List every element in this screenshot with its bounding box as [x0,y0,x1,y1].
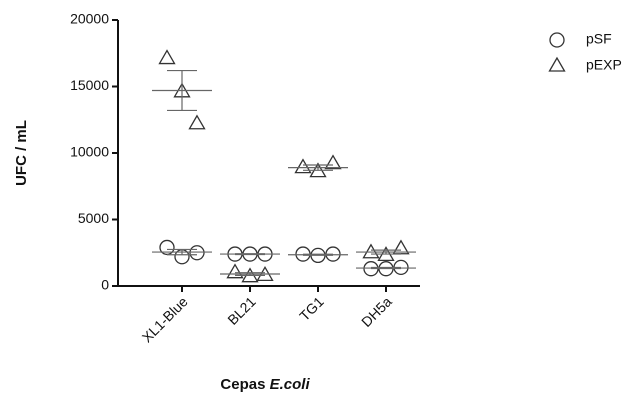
data-point [188,114,206,130]
error-bar [371,249,401,255]
legend-marker [549,32,565,48]
y-tick-label: 10000 [70,144,109,160]
x-axis-label-italic: E.coli [270,376,311,393]
y-tick-label: 20000 [70,11,109,27]
x-axis-label-text: Cepas [220,376,265,393]
y-tick-label: 0 [101,277,109,293]
error-bar [235,253,265,256]
data-point [294,158,312,174]
y-tick-label: 15000 [70,77,109,93]
data-point [158,49,176,65]
x-axis-label: Cepas E.coli [220,376,310,393]
error-bar [235,272,265,276]
data-point [324,154,342,170]
y-axis-label: UFC / mL [13,120,30,186]
data-point [189,245,205,261]
error-bar [167,69,197,112]
error-bar [303,164,333,171]
y-tick-label: 5000 [78,210,109,226]
data-point [362,243,380,259]
error-bar [371,266,401,270]
error-bar [303,253,333,256]
legend-label: pSF [586,31,612,47]
legend-label: pEXP [586,57,622,73]
x-tick-label: DH5a [358,293,395,330]
x-tick-label: TG1 [296,293,327,324]
x-tick-label: XL1-Blue [139,293,191,345]
x-tick-label: BL21 [224,293,259,328]
legend-marker [548,56,566,72]
error-bar [167,248,197,256]
